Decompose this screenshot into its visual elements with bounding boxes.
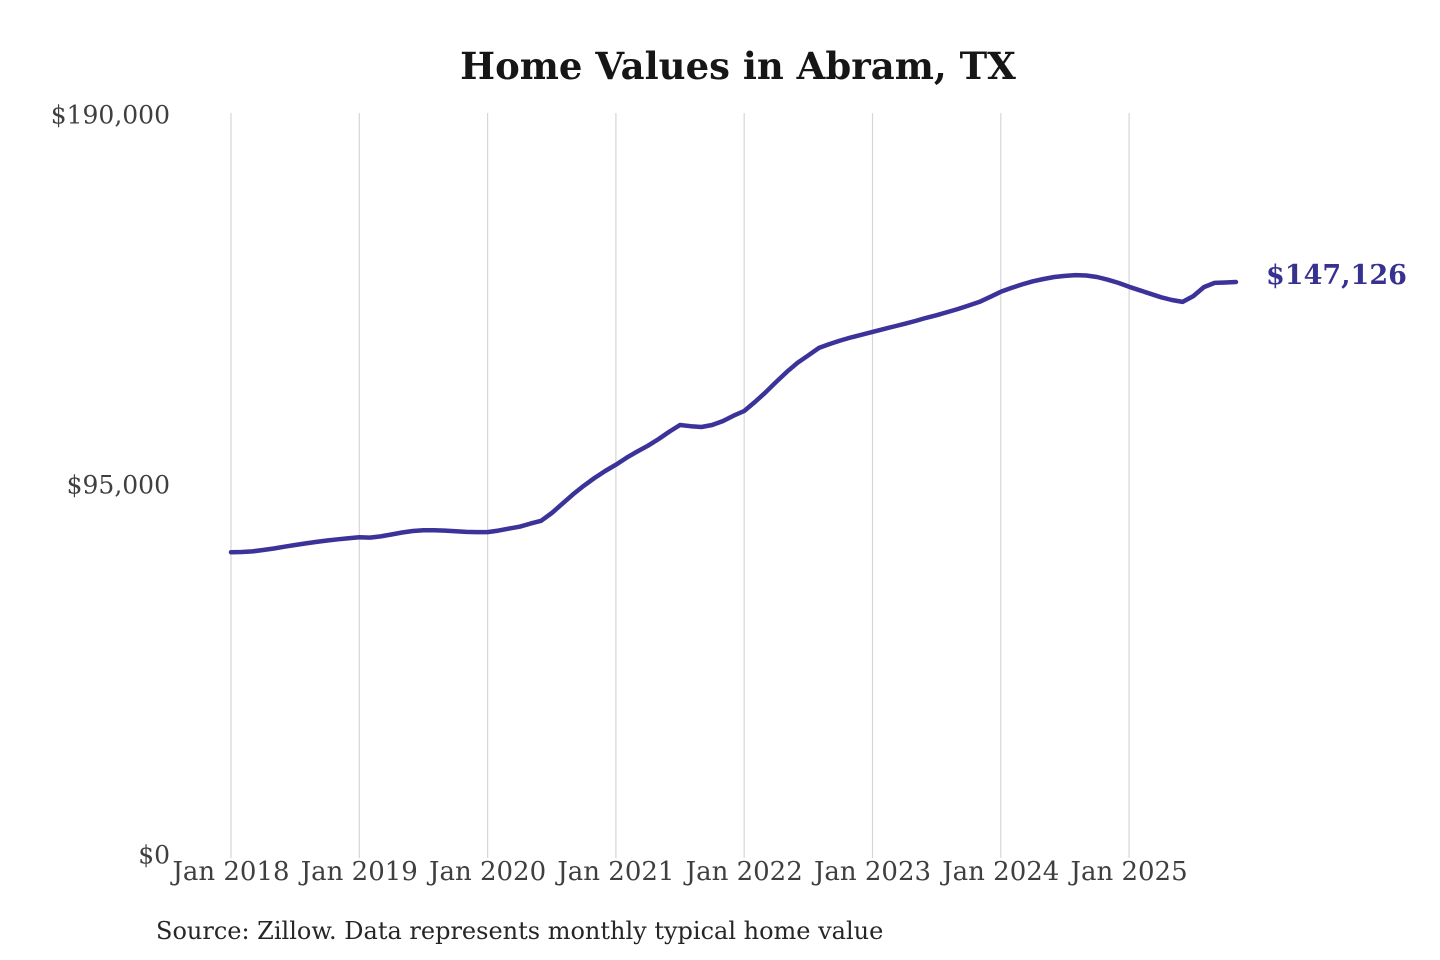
source-note: Source: Zillow. Data represents monthly …	[156, 917, 884, 945]
x-tick-label: Jan 2020	[426, 857, 546, 887]
home-value-line	[228, 272, 1239, 555]
x-tick-label: Jan 2023	[811, 857, 931, 887]
y-tick-label: $95,000	[67, 471, 170, 500]
x-tick-label: Jan 2019	[298, 857, 418, 887]
y-tick-label: $190,000	[51, 101, 170, 130]
x-tick-label: Jan 2021	[554, 857, 674, 887]
x-tick-label: Jan 2025	[1068, 857, 1188, 887]
x-tick-label: Jan 2024	[939, 857, 1059, 887]
gridlines	[230, 113, 1130, 858]
y-tick-label: $0	[138, 841, 170, 870]
y-axis-labels: $0 $95,000 $190,000	[51, 101, 170, 870]
x-axis-labels: Jan 2018 Jan 2019 Jan 2020 Jan 2021 Jan 2022…	[169, 857, 1187, 887]
x-tick-label: Jan 2018	[169, 857, 289, 887]
end-value-label: $147,126	[1266, 260, 1407, 291]
chart-title: Home Values in Abram, TX	[460, 44, 1016, 88]
x-tick-label: Jan 2022	[683, 857, 803, 887]
